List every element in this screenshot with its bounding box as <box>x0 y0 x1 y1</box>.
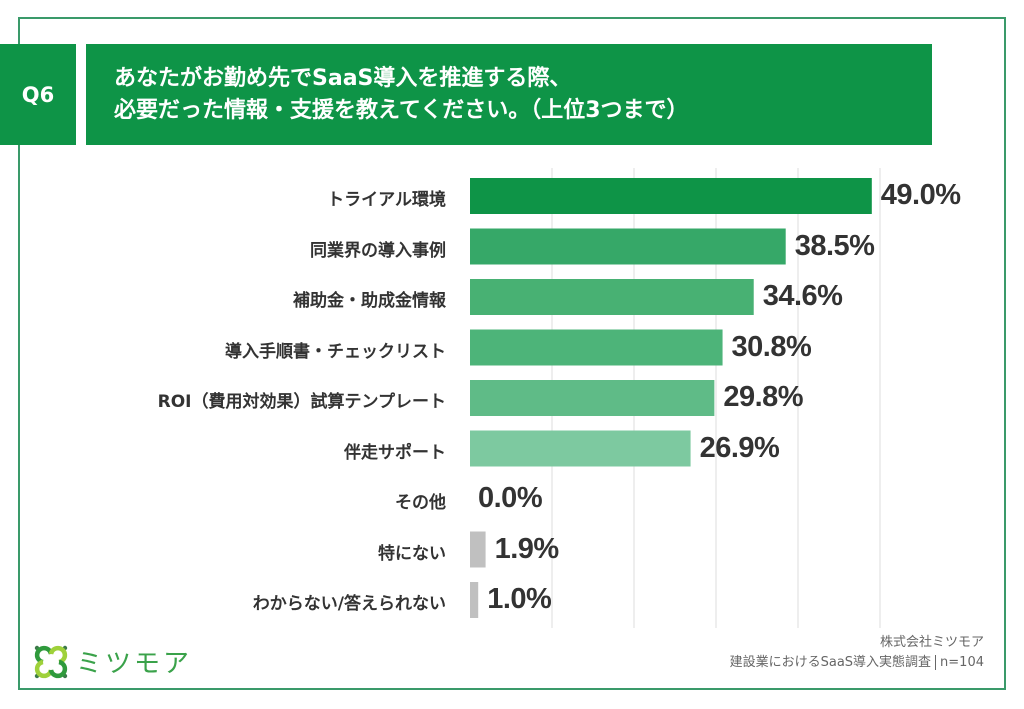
category-label: 同業界の導入事例 <box>310 240 446 261</box>
question-title-line1: あなたがお勤め先でSaaS導入を推進する際、 <box>114 66 572 91</box>
value-label: 26.9% <box>699 431 780 464</box>
value-label: 1.0% <box>487 583 552 615</box>
bar-0 <box>470 178 872 214</box>
question-number-badge: Q6 <box>0 44 76 145</box>
bar-7 <box>470 531 486 568</box>
value-label: 1.9% <box>494 532 560 565</box>
survey-name: 建設業におけるSaaS導入実態調査 <box>729 655 932 670</box>
bar-1 <box>470 228 786 265</box>
question-number: Q6 <box>21 82 55 107</box>
bar-8 <box>470 582 479 618</box>
category-label: 導入手順書・チェックリスト <box>225 341 446 362</box>
bar-5 <box>470 430 691 467</box>
value-label: 29.8% <box>723 381 804 413</box>
value-label: 34.6% <box>762 280 843 312</box>
question-title-box: あなたがお勤め先でSaaS導入を推進する際、 必要だった情報・支援を教えてくださ… <box>86 44 932 145</box>
bar-3 <box>470 329 723 366</box>
bar-4 <box>470 380 715 416</box>
category-label: 伴走サポート <box>344 442 446 463</box>
value-label: 0.0% <box>478 482 543 514</box>
question-title-line2: 必要だった情報・支援を教えてください。（上位3つまで） <box>114 98 689 123</box>
value-label: 30.8% <box>731 330 812 363</box>
separator <box>935 655 937 670</box>
category-label: トライアル環境 <box>327 190 446 210</box>
category-label: 補助金・助成金情報 <box>293 291 446 311</box>
value-label: 49.0% <box>880 179 961 211</box>
source-note: 株式会社ミツモア 建設業におけるSaaS導入実態調査 n=104 <box>730 633 984 673</box>
sample-size: n=104 <box>940 655 984 670</box>
brand-name: ミツモア <box>76 649 193 679</box>
value-label: 38.5% <box>794 229 875 262</box>
category-label: わからない/答えられない <box>252 594 446 614</box>
category-label: 特にない <box>378 543 446 564</box>
brand-logo: ミツモア <box>34 643 192 680</box>
mitsumore-logo-icon <box>34 645 68 678</box>
company-name: 株式会社ミツモア <box>879 635 984 650</box>
category-label: ROI（費用対効果）試算テンプレート <box>157 392 446 412</box>
category-label: その他 <box>395 493 446 513</box>
bar-2 <box>470 279 754 315</box>
